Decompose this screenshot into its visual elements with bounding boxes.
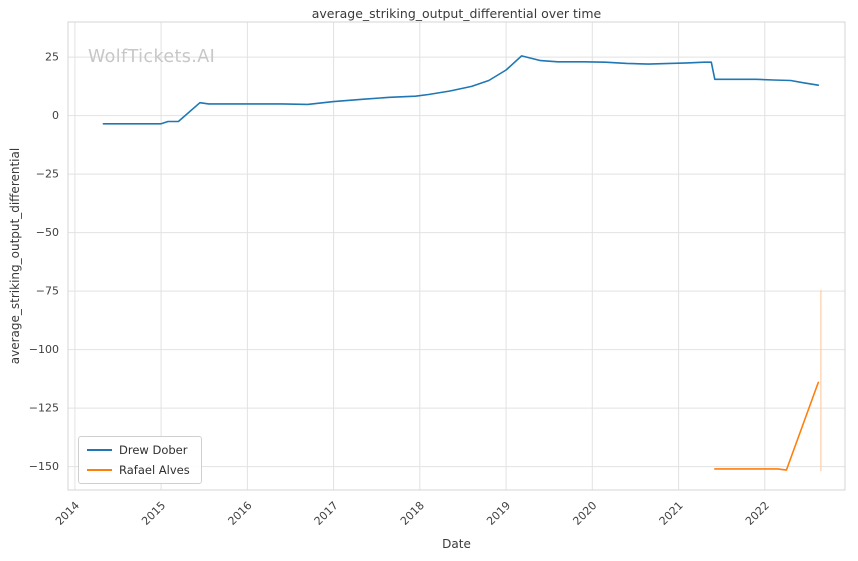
x-axis-label: Date (442, 537, 471, 551)
chart-title: average_striking_output_differential ove… (311, 6, 602, 21)
x-tick-label: 2018 (398, 499, 427, 528)
x-tick-label: 2015 (139, 499, 168, 528)
legend-entry-drew-dober: Drew Dober (87, 443, 190, 457)
legend-line-swatch-blue (87, 449, 112, 451)
legend-entry-rafael-alves: Rafael Alves (87, 463, 190, 477)
y-tick-label: −125 (29, 402, 59, 415)
y-tick-label: −75 (36, 285, 59, 298)
y-tick-label: −50 (36, 226, 59, 239)
y-axis-label: average_striking_output_differential (8, 147, 22, 365)
legend-label-drew-dober: Drew Dober (119, 443, 188, 457)
y-tick-label: 25 (45, 51, 59, 64)
series-line-0 (102, 55, 820, 125)
x-tick-label: 2016 (226, 499, 255, 528)
y-tick-label: −150 (29, 460, 59, 473)
x-tick-label: 2014 (53, 499, 82, 528)
x-tick-label: 2019 (484, 499, 513, 528)
y-tick-label: −100 (29, 343, 59, 356)
legend: Drew Dober Rafael Alves (78, 436, 202, 484)
legend-label-rafael-alves: Rafael Alves (119, 463, 190, 477)
legend-line-swatch-orange (87, 469, 112, 471)
x-tick-label: 2022 (743, 499, 772, 528)
plot-frame (67, 21, 846, 491)
x-tick-label: 2021 (657, 499, 686, 528)
y-tick-label: −25 (36, 168, 59, 181)
y-tick-label: 0 (52, 109, 59, 122)
x-tick-label: 2020 (570, 499, 599, 528)
x-tick-label: 2017 (312, 499, 341, 528)
series-line-1 (713, 381, 820, 471)
